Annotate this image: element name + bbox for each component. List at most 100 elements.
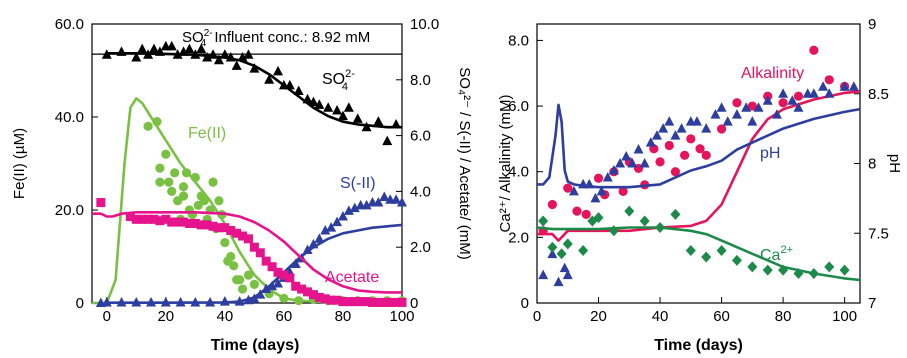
right-series-alkalinity-point	[778, 98, 788, 108]
left-series-s-ii-point	[349, 202, 360, 213]
left-series-fe-ii-point	[208, 177, 218, 187]
right-series-calcium-point	[578, 244, 589, 256]
right-ytick-left-0: 0	[521, 295, 529, 312]
right-series-calcium-point	[701, 251, 712, 263]
right-series-alkalinity-fit-line	[537, 90, 861, 242]
left-xtick-60: 60	[276, 308, 293, 325]
left-series-sulfate-point	[116, 46, 127, 56]
left-series-fe-ii-point	[167, 186, 177, 196]
left-series-sulfate-point	[149, 43, 159, 54]
right-series-ph-fit-line	[537, 103, 861, 189]
left-series-sulfate-point	[382, 135, 393, 146]
left-series-fe-ii-point	[170, 168, 180, 178]
right-series-alkalinity-point	[581, 209, 591, 219]
left-series-fe-ii-point	[178, 182, 189, 192]
right-series-ph-point	[793, 102, 804, 112]
left-series-s-ii-point	[101, 296, 112, 307]
left-xtick-20: 20	[157, 308, 174, 325]
left-series-acetate	[92, 198, 407, 307]
right-series-calcium-point	[538, 215, 549, 227]
right-ytick-right-9: 9	[868, 16, 876, 33]
left-series-acetate-point	[350, 297, 360, 307]
right-series-calcium-label: Ca2+	[760, 244, 793, 264]
left-series-s-ii-point	[261, 283, 272, 294]
left-series-s-ii-point	[219, 296, 230, 306]
left-series-sulfate-point	[225, 51, 236, 62]
left-series-sulfate-point	[166, 40, 177, 51]
left-series-acetate-point	[314, 292, 324, 302]
left-series-s-ii	[95, 191, 407, 307]
right-series-ph-point	[568, 185, 579, 196]
left-series-acetate-point	[326, 295, 336, 305]
right-series-alkalinity-point	[793, 91, 804, 101]
left-series-acetate-point	[196, 220, 206, 230]
left-series-acetate-point	[338, 297, 348, 307]
right-series-ph-label: pH	[760, 145, 780, 162]
left-series-acetate-point	[320, 294, 330, 304]
influent-label: SO2-4 Influent conc.: 8.92 mM	[182, 28, 370, 49]
right-series-calcium-point	[747, 261, 758, 273]
right-series-calcium-point	[808, 267, 819, 279]
right-series-calcium-point	[793, 267, 804, 279]
right-series-ph-point	[584, 178, 595, 189]
right-xtick-60: 60	[713, 308, 730, 325]
right-series-ph-point	[608, 164, 619, 175]
left-series-sulfate-point	[154, 46, 165, 56]
left-series-acetate-point	[173, 217, 183, 227]
left-series-s-ii-point	[205, 296, 216, 307]
left-series-acetate-point	[332, 295, 342, 305]
left-series-s-ii-point	[332, 216, 343, 227]
right-series-ph	[537, 81, 861, 287]
right-ytick-right-7-5: 7.5	[868, 225, 889, 242]
left-series-sulfate-point	[243, 49, 254, 59]
right-ytick-left-4-0: 4.0	[508, 164, 529, 181]
left-series-sulfate-point	[273, 65, 283, 76]
right-series-calcium-point	[639, 215, 650, 227]
right-series-ph-point	[639, 158, 650, 168]
left-ytick-right-2-0: 2.0	[410, 239, 431, 256]
left-series-acetate-point	[220, 223, 230, 233]
left-series-sulfate-point	[213, 54, 224, 65]
left-ytick-left-60-0: 60.0	[55, 16, 84, 33]
left-series-acetate-point	[367, 297, 377, 307]
left-series-sulfate-point	[337, 110, 348, 121]
right-series-ph-point	[771, 109, 782, 119]
left-series-sulfate-point	[332, 104, 343, 115]
right-ytick-right-8-5: 8.5	[868, 86, 889, 103]
left-ytick-left-0: 0	[76, 295, 84, 312]
left-series-acetate-point	[303, 287, 313, 297]
left-series-acetate-point	[243, 234, 253, 244]
left-series-s-ii-point	[302, 244, 313, 254]
right-series-calcium-point	[839, 264, 850, 276]
right-series-calcium-point	[593, 212, 604, 224]
left-series-sulfate-point	[208, 49, 219, 59]
right-series-alkalinity-point	[618, 186, 628, 196]
left-series-sulfate-point	[308, 96, 319, 107]
left-x-axis-label: Time (days)	[211, 337, 300, 354]
left-series-sulfate-point	[293, 85, 304, 95]
left-series-fe-ii-point	[294, 296, 304, 306]
left-series-s-ii-point	[308, 238, 319, 249]
left-series-s-ii-point	[320, 224, 331, 235]
left-series-acetate-point	[279, 270, 289, 280]
left-series-fe-ii-point	[279, 293, 289, 303]
left-series-acetate-point	[249, 242, 259, 252]
right-series-alkalinity-point	[680, 150, 690, 160]
right-series-ph-point	[691, 116, 702, 126]
left-series-fe-ii-point	[155, 177, 165, 187]
right-xtick-80: 80	[775, 308, 792, 325]
left-series-acetate-point	[391, 297, 401, 307]
left-series-acetate-fit-line	[92, 211, 402, 294]
left-series-acetate-point	[267, 262, 277, 272]
left-series-acetate-point	[255, 248, 265, 258]
left-series-sulfate-point	[131, 51, 142, 62]
right-series-alkalinity-point	[655, 157, 665, 167]
right-xtick-0: 0	[533, 308, 541, 325]
left-series-s-ii-point	[255, 289, 266, 299]
left-series-s-ii-point	[116, 296, 127, 307]
left-series-acetate-point	[261, 256, 271, 266]
left-series-fe-ii-point	[214, 196, 224, 206]
right-series-ph-point	[839, 81, 850, 91]
left-series-fe-ii-point	[178, 191, 189, 201]
left-series-fe-ii-point	[164, 177, 174, 187]
